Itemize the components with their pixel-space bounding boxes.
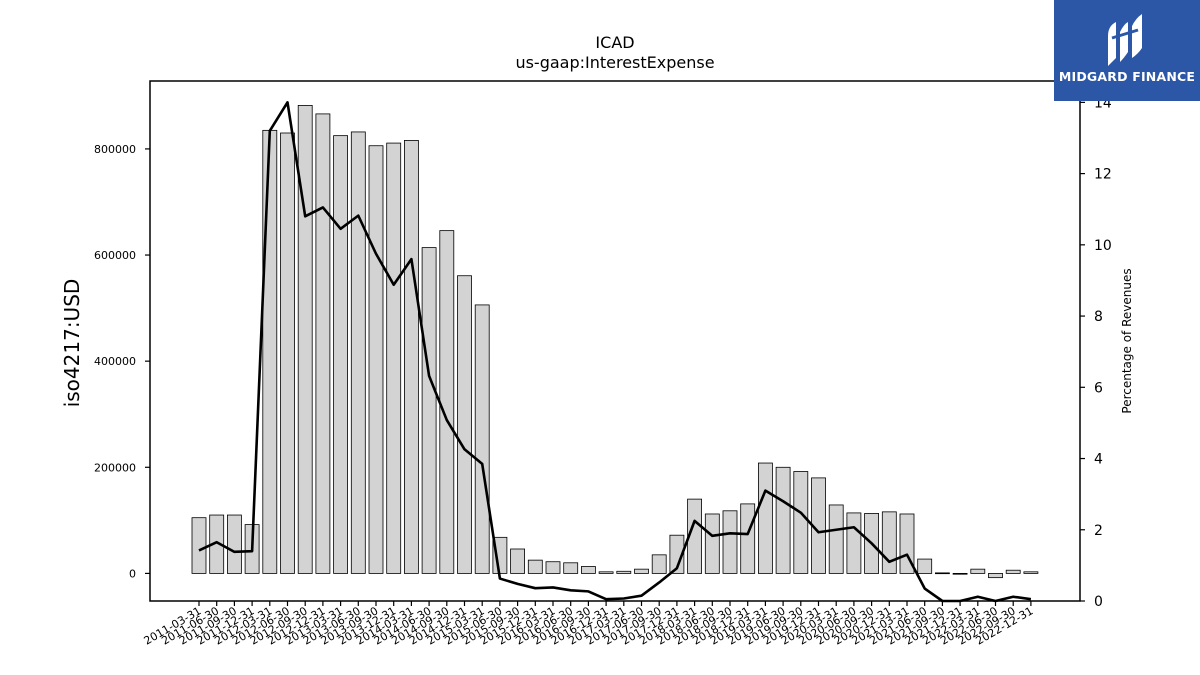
bar xyxy=(226,514,242,574)
bar xyxy=(651,554,667,574)
bar xyxy=(616,570,632,574)
bar xyxy=(439,230,455,574)
bar xyxy=(581,566,596,574)
bar xyxy=(368,145,384,574)
y2-tick-label: 4 xyxy=(1094,452,1103,468)
bar xyxy=(988,573,1003,579)
y-tick-label: 600000 xyxy=(94,249,136,262)
bar xyxy=(421,247,437,574)
bar xyxy=(1005,569,1021,574)
y2-tick-label: 6 xyxy=(1094,380,1103,396)
bar xyxy=(935,572,950,575)
bar xyxy=(457,275,472,574)
chart-title: ICAD xyxy=(595,33,634,52)
x-axis: 2011-03-312011-06-302011-09-302011-12-31… xyxy=(142,601,1035,648)
y-axis-label: iso4217:USD xyxy=(60,279,84,408)
bar xyxy=(740,503,756,574)
bar xyxy=(403,140,419,574)
bar xyxy=(917,558,933,574)
y2-axis-label: Percentage of Revenues xyxy=(1120,268,1134,413)
y-tick-label: 400000 xyxy=(94,355,136,368)
bar xyxy=(280,132,295,574)
bar xyxy=(899,513,915,574)
bar xyxy=(474,304,490,574)
bar xyxy=(1023,571,1039,574)
chart-subtitle: us-gaap:InterestExpense xyxy=(515,53,714,72)
y2-tick-label: 2 xyxy=(1094,523,1103,539)
bar xyxy=(722,510,738,574)
bar xyxy=(527,559,543,574)
bar xyxy=(881,511,897,574)
bar xyxy=(952,573,968,575)
bar xyxy=(775,466,791,574)
y-axis-left: 0 200000 400000 600000 800000 xyxy=(94,143,150,580)
bar xyxy=(758,462,773,574)
bar xyxy=(191,517,207,574)
y2-tick-label: 10 xyxy=(1094,238,1112,254)
bar xyxy=(386,142,402,574)
midgard-logo-icon xyxy=(1108,14,1142,66)
midgard-finance-logo: MIDGARD FINANCE xyxy=(1054,0,1200,101)
bar xyxy=(350,131,366,574)
plot-frame xyxy=(149,80,1081,602)
y-tick-label: 200000 xyxy=(94,461,136,474)
bar xyxy=(598,571,614,574)
y2-tick-label: 8 xyxy=(1094,309,1103,325)
bar xyxy=(846,512,862,574)
bar xyxy=(970,568,986,574)
y-tick-label: 0 xyxy=(129,567,136,580)
bar xyxy=(634,568,649,574)
bar xyxy=(297,105,313,574)
percentage-line xyxy=(198,101,1032,603)
bar xyxy=(262,129,278,574)
y2-tick-label: 0 xyxy=(1094,594,1103,610)
bar xyxy=(545,561,561,574)
bar xyxy=(704,513,720,574)
bar xyxy=(315,113,331,574)
logo-text: MIDGARD FINANCE xyxy=(1058,69,1196,84)
bar xyxy=(510,548,526,574)
bar-series xyxy=(191,105,1039,579)
bar xyxy=(333,135,349,574)
bar xyxy=(669,534,685,574)
y-tick-label: 800000 xyxy=(94,143,136,156)
y2-tick-label: 12 xyxy=(1094,167,1112,183)
bar xyxy=(793,471,809,574)
bar xyxy=(563,562,579,574)
bar xyxy=(828,504,844,574)
